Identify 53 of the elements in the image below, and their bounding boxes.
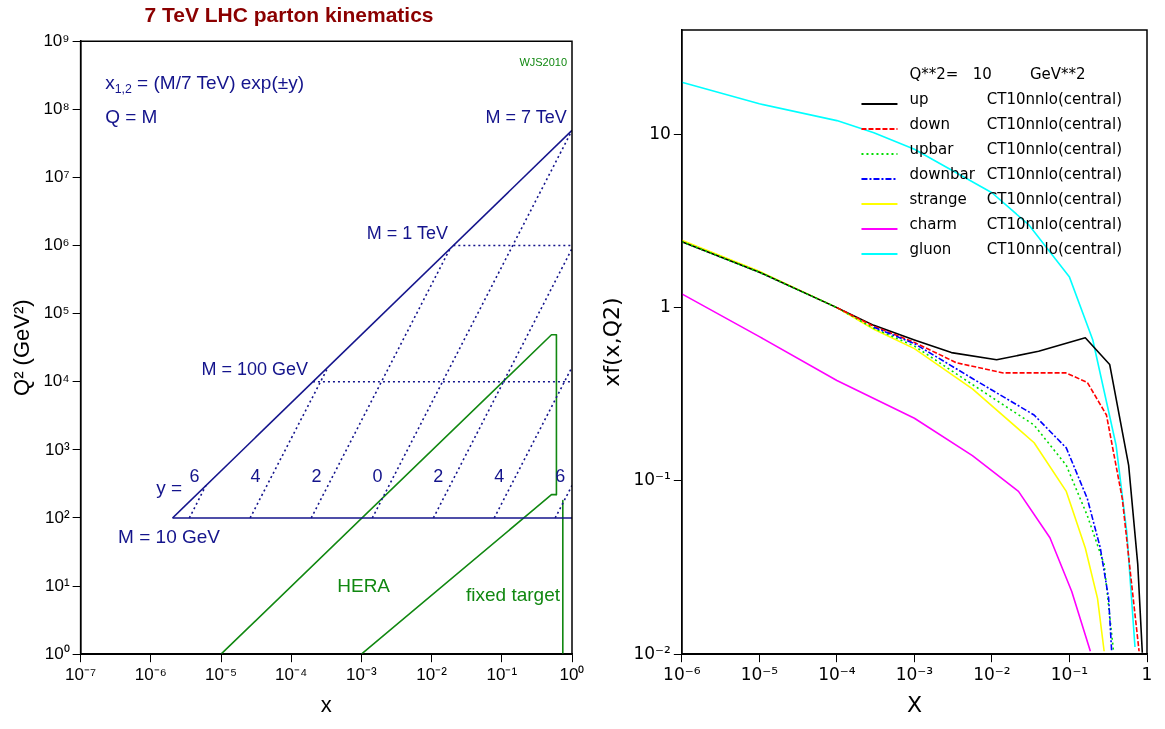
annotation: M = 10 GeV: [118, 525, 221, 547]
y-tick-label: 10⁻²: [633, 642, 671, 663]
x-tick-label: 10⁻⁶: [663, 663, 701, 684]
y-axis-title: xf(x,Q2): [598, 297, 624, 387]
x-tick-label: 10⁻²: [973, 663, 1011, 684]
y-tick-label: 10⁰: [44, 643, 70, 663]
text: up CT10nnlo(central): [909, 89, 1123, 108]
x-tick-label: 10⁻¹: [1050, 663, 1089, 684]
x-tick-label: 10⁻³: [895, 663, 934, 684]
annotation: 4: [250, 465, 261, 486]
y-tick-label: 10²: [45, 507, 70, 527]
annotation: fixed target: [466, 584, 561, 606]
annotation: 2: [311, 465, 322, 486]
x-tick-label: 10⁻⁴: [275, 665, 308, 685]
x-tick-label: 10⁻⁵: [205, 665, 237, 685]
chart-title: 7 TeV LHC parton kinematics: [144, 3, 434, 27]
x-tick-label: 10⁻⁴: [818, 663, 856, 684]
y-tick-label: 10: [649, 122, 671, 143]
x-tick-label: 10⁻²: [416, 665, 448, 685]
text: upbar CT10nnlo(central): [909, 139, 1123, 158]
y-tick-label: 10¹: [45, 575, 70, 595]
annotation: HERA: [337, 575, 391, 596]
x-tick-label: 10⁻³: [346, 665, 378, 685]
y-tick-label: 1: [659, 296, 671, 317]
annotation: M = 1 TeV: [366, 222, 449, 243]
x-tick-label: 10⁻¹: [486, 665, 518, 685]
annotation: y =: [156, 476, 182, 498]
x-tick-label: 10⁻⁷: [65, 665, 97, 685]
annotation: M = 7 TeV: [485, 107, 567, 128]
x-tick-label: 10⁻⁶: [134, 665, 167, 685]
y-tick-label: 10³: [45, 439, 70, 459]
legend-title: Q**2= 10 GeV**2: [909, 64, 1086, 83]
x-axis-title: X: [906, 691, 922, 717]
y-tick-label: 10⁻¹: [633, 469, 671, 490]
annotation: WJS2010: [519, 55, 568, 68]
x-axis-title: x: [320, 691, 332, 717]
annotation: 0: [372, 465, 383, 486]
annotation: Q = M: [105, 106, 158, 128]
annotation: M = 100 GeV: [201, 358, 308, 379]
y-tick-label: 10⁶: [43, 235, 70, 255]
x-tick-label: 10⁰: [559, 665, 585, 685]
y-tick-label: 10⁸: [43, 99, 70, 118]
x-tick-label: 1: [1141, 663, 1153, 684]
text: down CT10nnlo(central): [909, 114, 1123, 133]
y-tick-label: 10⁵: [43, 303, 70, 323]
annotation: 6: [189, 465, 200, 486]
y-tick-label: 10⁷: [44, 167, 70, 187]
annotation: 2: [433, 465, 444, 486]
y-tick-label: 10⁹: [43, 30, 70, 50]
annotation: 4: [494, 465, 505, 486]
x-tick-label: 10⁻⁵: [740, 663, 779, 684]
y-tick-label: 10⁴: [43, 371, 70, 391]
y-axis-title: Q² (GeV²): [9, 299, 35, 396]
